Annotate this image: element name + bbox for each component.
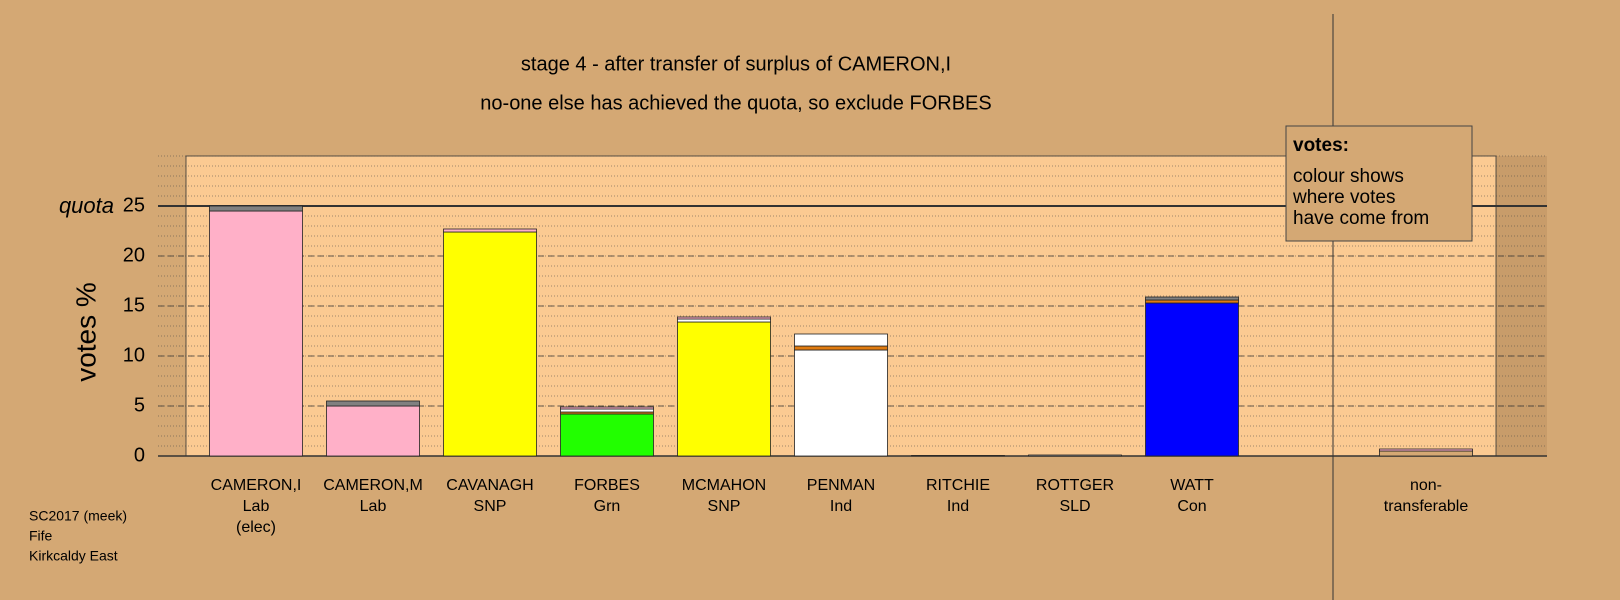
bar-segment	[326, 405, 420, 457]
x-tick-label: SNP	[708, 498, 741, 515]
x-tick-label: CAMERON,I	[211, 477, 302, 494]
bar-segment	[1145, 296, 1239, 301]
bar-segment	[677, 321, 771, 457]
bar-segment	[794, 349, 888, 457]
x-tick-label: Lab	[243, 498, 270, 515]
bar-segment	[677, 316, 771, 320]
x-tick-label: FORBES	[574, 477, 640, 494]
y-tick-label: 15	[123, 294, 145, 316]
x-tick-label: MCMAHON	[682, 477, 766, 494]
bar-segment	[677, 318, 771, 323]
x-tick-label: SLD	[1059, 498, 1090, 515]
bar-segment	[1145, 302, 1239, 457]
y-tick-label: 5	[134, 394, 145, 416]
x-tick-label: non-	[1410, 477, 1442, 494]
x-tick-label: Con	[1177, 498, 1206, 515]
y-tick-label: 10	[123, 344, 145, 366]
bar-segment	[560, 413, 654, 457]
x-tick-label: SNP	[474, 498, 507, 515]
bar-segment	[326, 400, 420, 407]
quota-label: quota	[59, 193, 114, 218]
bar-segment	[1028, 454, 1122, 457]
x-tick-label: PENMAN	[807, 477, 875, 494]
bar-segment	[209, 205, 303, 212]
bar-segment	[794, 333, 888, 347]
y-tick-label: 20	[123, 244, 145, 266]
bar-segment	[1379, 450, 1473, 457]
x-tick-label: ROTTGER	[1036, 477, 1114, 494]
bar-segment	[443, 228, 537, 233]
x-tick-label: RITCHIE	[926, 477, 990, 494]
legend-box	[1285, 125, 1473, 242]
x-tick-label: CAMERON,M	[323, 477, 423, 494]
bar-segment	[911, 455, 1005, 457]
bar-segment	[560, 406, 654, 410]
y-tick-label: 0	[134, 444, 145, 466]
y-axis-label: votes %	[70, 282, 101, 382]
x-tick-label: Ind	[947, 498, 969, 515]
chart-title: stage 4 - after transfer of surplus of C…	[521, 53, 951, 75]
x-tick-label: Grn	[594, 498, 621, 515]
x-tick-label: Ind	[830, 498, 852, 515]
bar-segment	[1379, 448, 1473, 452]
bar-segment	[443, 231, 537, 457]
x-tick-label: transferable	[1384, 498, 1469, 515]
legend-title: votes:	[1293, 135, 1349, 156]
x-tick-label: WATT	[1170, 477, 1214, 494]
bar-segment	[209, 210, 303, 457]
bar-segment	[794, 345, 888, 351]
footer-text: Kirkcaldy East	[29, 548, 118, 564]
legend-text: where votes	[1292, 187, 1395, 208]
chart-subtitle: no-one else has achieved the quota, so e…	[480, 92, 991, 114]
bar-segment	[560, 408, 654, 413]
legend-text: colour shows	[1293, 166, 1404, 187]
footer-text: Fife	[29, 528, 53, 544]
x-tick-label: (elec)	[236, 519, 276, 536]
footer-text: SC2017 (meek)	[29, 508, 127, 524]
x-tick-label: CAVANAGH	[446, 477, 533, 494]
x-tick-label: Lab	[360, 498, 387, 515]
bar-segment	[1145, 299, 1239, 304]
y-tick-label: 25	[123, 194, 145, 216]
legend-text: have come from	[1293, 208, 1429, 229]
